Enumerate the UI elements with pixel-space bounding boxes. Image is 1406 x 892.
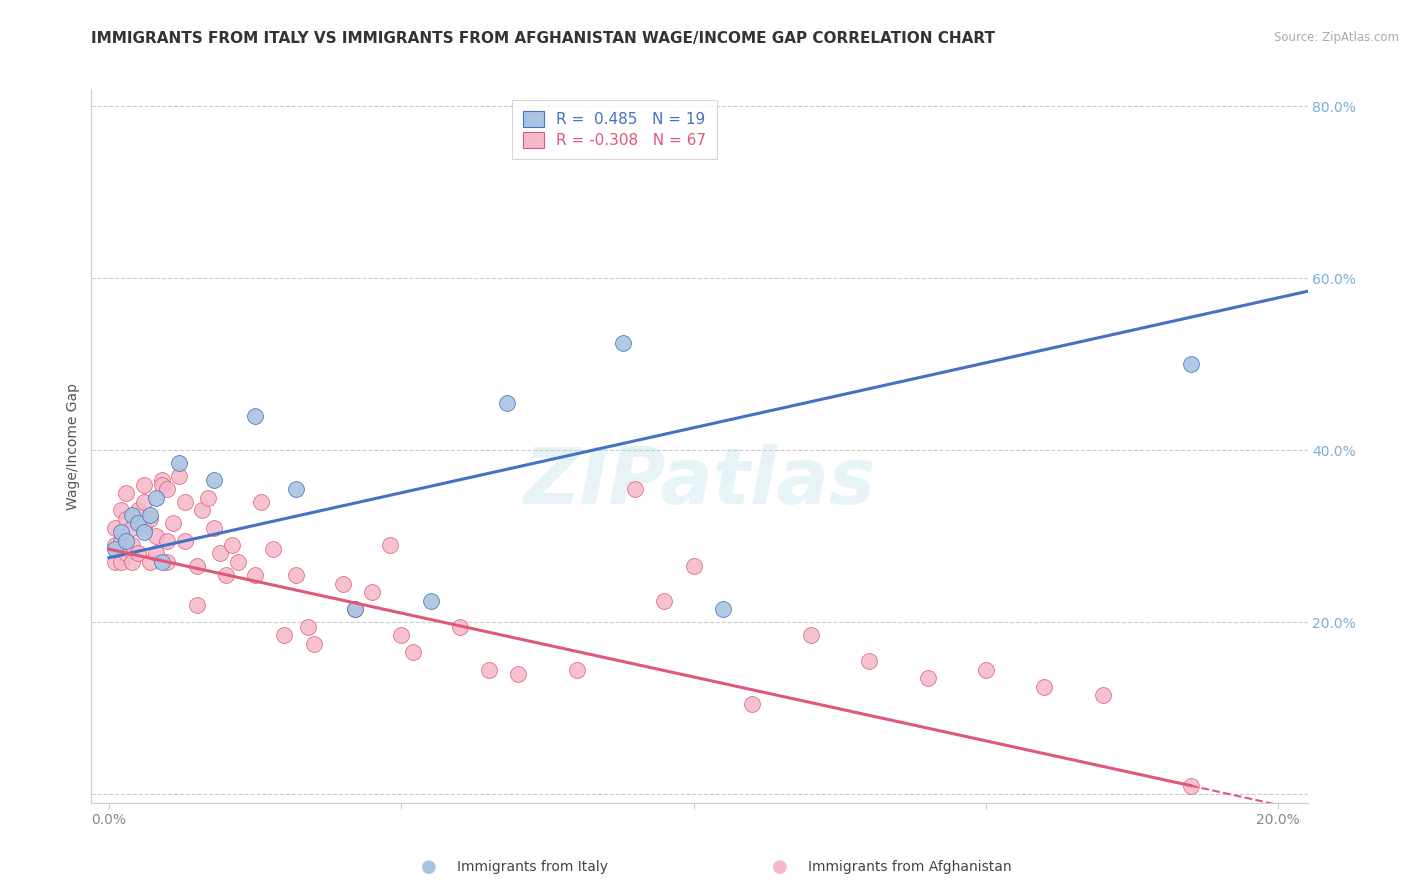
Point	[132, 477, 155, 491]
Y-axis label: Wage/Income Gap: Wage/Income Gap	[66, 383, 80, 509]
Text: Immigrants from Italy: Immigrants from Italy	[457, 860, 607, 874]
Point	[243, 409, 266, 423]
Text: ZIPatlas: ZIPatlas	[523, 443, 876, 520]
Point	[104, 538, 127, 552]
Point	[110, 503, 132, 517]
Point	[285, 568, 308, 582]
Point	[654, 593, 676, 607]
Point	[682, 559, 704, 574]
Point	[449, 619, 471, 633]
Point	[343, 602, 366, 616]
Point	[104, 555, 127, 569]
Point	[208, 546, 231, 560]
Point	[145, 491, 167, 505]
Point	[917, 671, 939, 685]
Point	[197, 491, 219, 505]
Point	[262, 542, 284, 557]
Point	[297, 619, 319, 633]
Point	[115, 546, 138, 560]
Point	[202, 521, 225, 535]
Point	[132, 495, 155, 509]
Point	[624, 482, 647, 496]
Point	[150, 474, 173, 488]
Point	[332, 576, 354, 591]
Point	[215, 568, 238, 582]
Point	[1091, 689, 1114, 703]
Point	[167, 456, 190, 470]
Point	[711, 602, 734, 616]
Point	[174, 533, 197, 548]
Point	[495, 396, 517, 410]
Point	[202, 474, 225, 488]
Point	[139, 555, 162, 569]
Point	[167, 469, 190, 483]
Point	[858, 654, 880, 668]
Point	[121, 538, 143, 552]
Point	[150, 555, 173, 569]
Text: ●: ●	[772, 858, 789, 876]
Point	[273, 628, 295, 642]
Point	[343, 602, 366, 616]
Point	[145, 529, 167, 543]
Point	[250, 495, 273, 509]
Point	[974, 663, 997, 677]
Point	[419, 593, 441, 607]
Point	[221, 538, 243, 552]
Point	[127, 516, 149, 531]
Point	[156, 533, 179, 548]
Point	[115, 533, 138, 548]
Point	[186, 598, 208, 612]
Point	[115, 512, 138, 526]
Point	[1180, 357, 1202, 371]
Text: ●: ●	[420, 858, 437, 876]
Point	[127, 546, 149, 560]
Point	[110, 524, 132, 539]
Point	[565, 663, 588, 677]
Point	[741, 697, 763, 711]
Point	[402, 645, 425, 659]
Point	[285, 482, 308, 496]
Point	[156, 482, 179, 496]
Point	[478, 663, 501, 677]
Point	[800, 628, 823, 642]
Point	[162, 516, 184, 531]
Point	[389, 628, 412, 642]
Point	[191, 503, 214, 517]
Point	[104, 521, 127, 535]
Text: Immigrants from Afghanistan: Immigrants from Afghanistan	[808, 860, 1012, 874]
Point	[110, 533, 132, 548]
Legend: R =  0.485   N = 19, R = -0.308   N = 67: R = 0.485 N = 19, R = -0.308 N = 67	[512, 101, 717, 159]
Point	[132, 521, 155, 535]
Point	[127, 503, 149, 517]
Point	[121, 508, 143, 522]
Text: Source: ZipAtlas.com: Source: ZipAtlas.com	[1274, 31, 1399, 45]
Point	[115, 486, 138, 500]
Point	[302, 637, 325, 651]
Point	[186, 559, 208, 574]
Point	[139, 512, 162, 526]
Point	[145, 546, 167, 560]
Point	[508, 666, 530, 681]
Point	[378, 538, 401, 552]
Point	[243, 568, 266, 582]
Point	[121, 521, 143, 535]
Point	[104, 542, 127, 557]
Point	[156, 555, 179, 569]
Point	[132, 524, 155, 539]
Point	[1180, 779, 1202, 793]
Point	[150, 477, 173, 491]
Point	[226, 555, 249, 569]
Point	[139, 508, 162, 522]
Point	[174, 495, 197, 509]
Text: IMMIGRANTS FROM ITALY VS IMMIGRANTS FROM AFGHANISTAN WAGE/INCOME GAP CORRELATION: IMMIGRANTS FROM ITALY VS IMMIGRANTS FROM…	[91, 31, 995, 46]
Point	[612, 335, 634, 350]
Point	[121, 555, 143, 569]
Point	[1033, 680, 1056, 694]
Point	[361, 585, 384, 599]
Point	[110, 555, 132, 569]
